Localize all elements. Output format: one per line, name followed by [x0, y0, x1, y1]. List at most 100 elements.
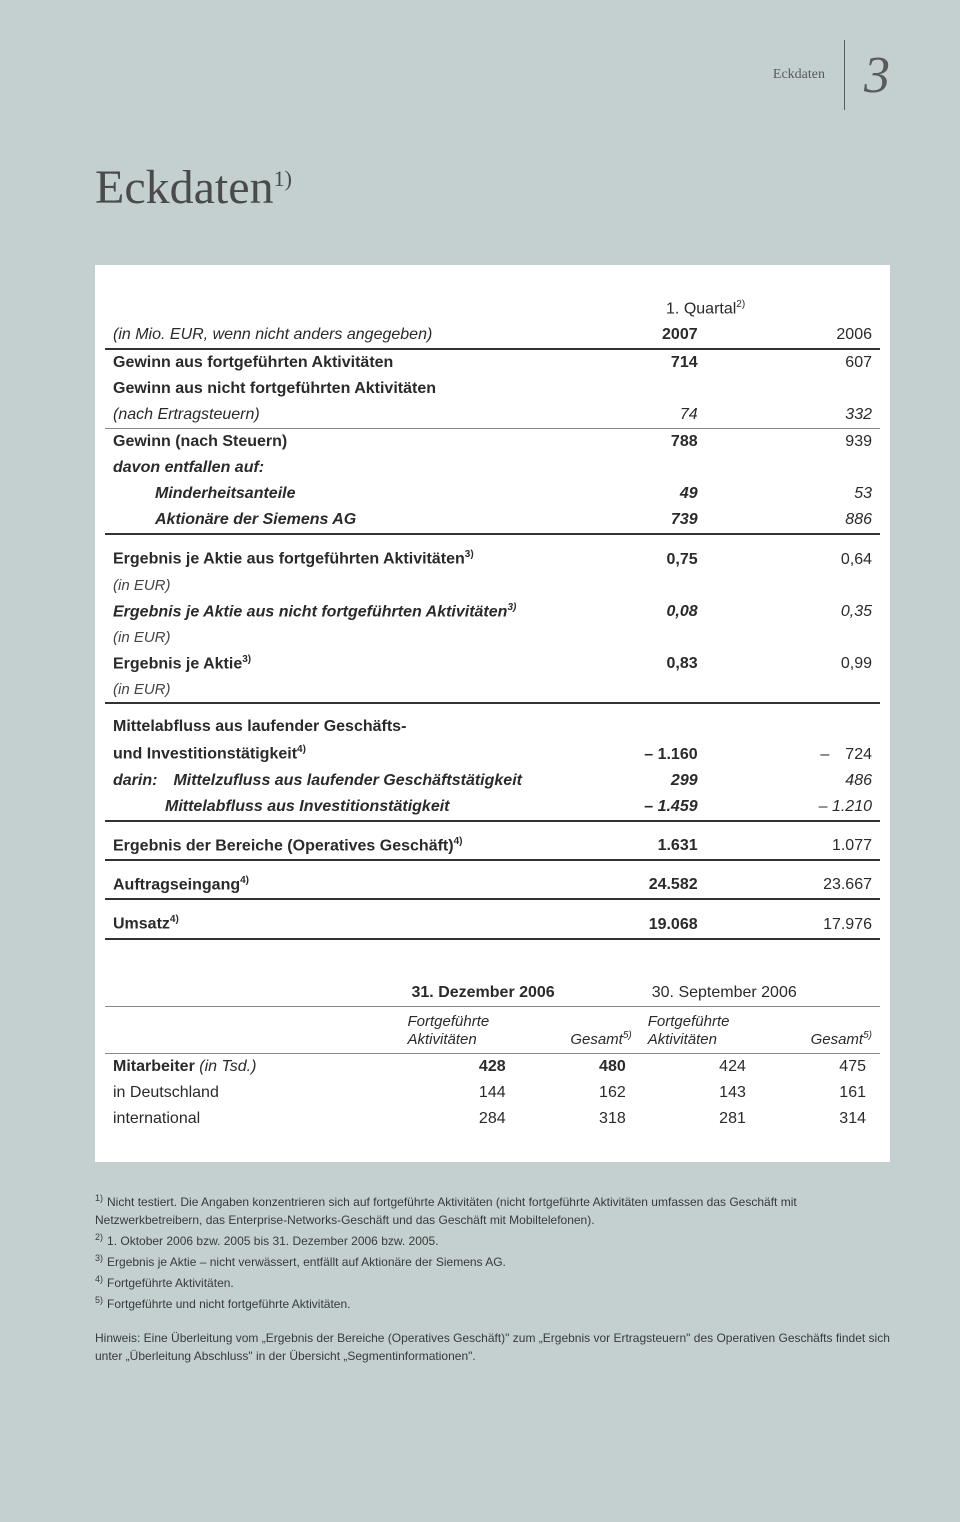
page: Eckdaten 3 Eckdaten1) 1. Quartal2)(in Mi…	[0, 0, 960, 1522]
row-value: 23.667	[823, 876, 872, 893]
t2-value: 162	[599, 1084, 626, 1101]
footnote-number: 3)	[95, 1253, 103, 1263]
year-header: 2006	[836, 326, 872, 343]
t2-value: 284	[479, 1110, 506, 1127]
footnote-text: 1. Oktober 2006 bzw. 2005 bis 31. Dezemb…	[107, 1234, 439, 1248]
row-value: 1.631	[658, 837, 698, 854]
page-title: Eckdaten1)	[0, 130, 960, 265]
sub-header: Gesamt5)	[811, 1031, 872, 1048]
row-value: 788	[671, 433, 698, 450]
row-label: Aktionäre der Siemens AG	[155, 511, 356, 528]
date-header: 31. Dezember 2006	[412, 984, 555, 1001]
t2-value: 475	[839, 1058, 866, 1075]
row-label: Mittelabfluss aus laufender Geschäfts-	[113, 718, 406, 735]
row-value: 0,75	[666, 551, 697, 568]
row-value: 24.582	[649, 876, 698, 893]
footnote: 2) 1. Oktober 2006 bzw. 2005 bis 31. Deze…	[95, 1231, 890, 1250]
row-value: 0,64	[841, 551, 872, 568]
row-value: – 1.160	[644, 746, 697, 763]
row-label: Gewinn (nach Steuern)	[113, 433, 287, 450]
row-footnote-ref: 4)	[170, 914, 179, 925]
t2-value: 314	[839, 1110, 866, 1127]
title-footnote-ref: 1)	[274, 166, 292, 191]
row-value: 886	[845, 511, 872, 528]
row-value: 607	[845, 354, 872, 371]
row-value: 0,99	[841, 655, 872, 672]
row-footnote-ref: 4)	[240, 875, 249, 886]
t2-row-note: (in Tsd.)	[199, 1058, 256, 1075]
row-value: 714	[671, 354, 698, 371]
row-label: Gewinn aus fortgeführten Aktivitäten	[113, 354, 393, 371]
row-footnote-ref: 4)	[297, 744, 306, 755]
row-footnote-ref: 4)	[454, 836, 463, 847]
footnote-number: 2)	[95, 1232, 103, 1242]
footnote-text: Fortgeführte Aktivitäten.	[107, 1276, 234, 1290]
row-footnote-ref: 3)	[465, 549, 474, 560]
row-label: Mittelabfluss aus Investitionstätigkeit	[165, 798, 450, 815]
year-header: 2007	[662, 326, 698, 343]
row-label: Ergebnis je Aktie	[113, 655, 242, 672]
footnote-number: 5)	[95, 1295, 103, 1305]
row-label: Auftragseingang	[113, 876, 240, 893]
footnote: 3) Ergebnis je Aktie – nicht verwässert, …	[95, 1252, 890, 1271]
t2-row-label: international	[113, 1110, 200, 1127]
row-label: Ergebnis je Aktie aus nicht fortgeführte…	[113, 603, 507, 620]
row-value: 486	[845, 772, 872, 789]
row-value: – 1.459	[644, 798, 697, 815]
sub-header: FortgeführteAktivitäten	[648, 1013, 730, 1048]
row-value: – 1.210	[819, 798, 872, 815]
row-label: und Investitionstätigkeit	[113, 746, 297, 763]
t2-value: 318	[599, 1110, 626, 1127]
date-header: 30. September 2006	[652, 984, 797, 1001]
row-value: 939	[845, 433, 872, 450]
row-label: (in EUR)	[113, 629, 171, 646]
footnote-number: 1)	[95, 1193, 103, 1203]
header-separator	[844, 40, 845, 110]
row-value: 332	[845, 406, 872, 423]
sub-header: Gesamt5)	[570, 1031, 631, 1048]
t2-value: 144	[479, 1084, 506, 1101]
row-value: 299	[671, 772, 698, 789]
row-value: 53	[854, 485, 872, 502]
row-value: 0,35	[841, 603, 872, 620]
row-value: 0,83	[666, 655, 697, 672]
main-table: 1. Quartal2) (in Mio. EUR, wenn nicht and…	[105, 295, 880, 940]
gesamt-sup: 5)	[623, 1030, 632, 1041]
t2-value: 480	[599, 1058, 626, 1075]
footnote-text: Fortgeführte und nicht fortgeführte Akti…	[107, 1297, 350, 1311]
period-label: 1. Quartal	[666, 300, 736, 317]
row-value: 17.976	[823, 916, 872, 933]
footnotes: 1)Nicht testiert. Die Angaben konzentrie…	[95, 1192, 890, 1365]
row-label: Umsatz	[113, 916, 170, 933]
row-value: 49	[680, 485, 698, 502]
row-footnote-ref: 3)	[242, 654, 251, 665]
row-footnote-ref: 3)	[507, 602, 516, 613]
footnote: 1)Nicht testiert. Die Angaben konzentrie…	[95, 1192, 890, 1229]
row-label: Minderheitsanteile	[155, 485, 295, 502]
footnote-text: Ergebnis je Aktie – nicht verwässert, en…	[107, 1255, 506, 1269]
header-label: Eckdaten	[773, 67, 825, 83]
t2-value: 281	[719, 1110, 746, 1127]
row-label: Gewinn aus nicht fortgeführten Aktivität…	[113, 380, 436, 397]
title-text: Eckdaten	[95, 161, 274, 214]
row-value: 739	[671, 511, 698, 528]
footnote-text: Nicht testiert. Die Angaben konzentriere…	[95, 1195, 797, 1227]
t2-value: 428	[479, 1058, 506, 1075]
row-label: (in EUR)	[113, 681, 171, 698]
row-label: Ergebnis der Bereiche (Operatives Geschä…	[113, 837, 454, 854]
sub-header: FortgeführteAktivitäten	[408, 1013, 490, 1048]
employee-table: 31. Dezember 2006 30. September 2006 Fortg…	[105, 980, 880, 1132]
row-label: (in EUR)	[113, 577, 171, 594]
row-label: Ergebnis je Aktie aus fortgeführten Akti…	[113, 551, 465, 568]
row-label: darin: Mittelzufluss aus laufender Gesch…	[113, 772, 522, 789]
footnote-number: 4)	[95, 1274, 103, 1284]
t2-row-label: Mitarbeiter	[113, 1058, 195, 1075]
row-label: davon entfallen auf:	[113, 459, 264, 476]
row-value: 74	[680, 406, 698, 423]
gesamt-sup: 5)	[863, 1030, 872, 1041]
row-value: 19.068	[649, 916, 698, 933]
period-sup: 2)	[736, 299, 745, 310]
content-panel: 1. Quartal2) (in Mio. EUR, wenn nicht and…	[95, 265, 890, 1162]
unit-note: (in Mio. EUR, wenn nicht anders angegebe…	[113, 326, 432, 343]
t2-value: 143	[719, 1084, 746, 1101]
